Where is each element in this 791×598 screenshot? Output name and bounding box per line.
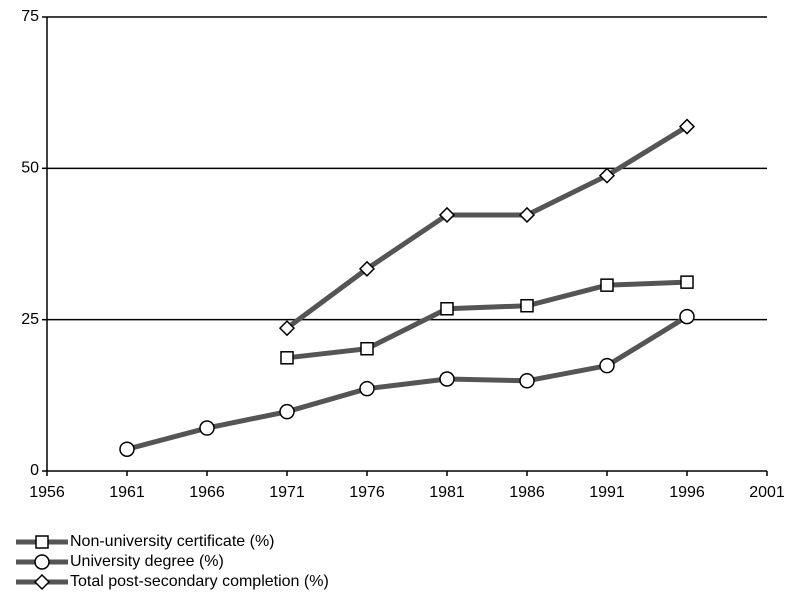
marker [518, 206, 536, 224]
marker [199, 420, 215, 436]
legend-label: Non-university certificate (%) [70, 533, 275, 550]
y-tick-label: 75 [21, 8, 39, 25]
x-tick-label: 1986 [509, 484, 545, 501]
x-tick-label: 1976 [349, 484, 385, 501]
x-tick-label: 1981 [429, 484, 465, 501]
marker [679, 308, 695, 325]
x-tick-label: 1991 [589, 484, 625, 501]
y-tick-label: 25 [21, 311, 39, 328]
marker [278, 320, 296, 337]
x-tick-label: 1961 [109, 484, 145, 501]
marker [680, 275, 694, 289]
marker [280, 351, 294, 365]
marker [598, 167, 616, 184]
x-tick-label: 2001 [749, 484, 785, 501]
x-tick-label: 1956 [29, 484, 65, 501]
marker [33, 573, 51, 591]
marker [360, 341, 374, 356]
marker [119, 441, 135, 457]
marker [599, 357, 615, 374]
marker [678, 118, 696, 135]
x-tick-label: 1971 [269, 484, 305, 501]
marker [35, 535, 49, 549]
marker [34, 554, 50, 570]
series-line [286, 279, 688, 361]
marker [600, 278, 614, 292]
y-tick-label: 0 [30, 462, 39, 479]
marker [279, 403, 295, 420]
marker [520, 298, 534, 313]
x-tick-label: 1996 [669, 484, 705, 501]
x-tick-label: 1966 [189, 484, 225, 501]
legend-label: Total post-secondary completion (%) [70, 573, 329, 590]
series-line [126, 314, 689, 452]
marker [358, 260, 376, 277]
marker [438, 206, 456, 224]
marker [359, 380, 375, 397]
marker [439, 371, 455, 387]
y-tick-label: 50 [21, 160, 39, 177]
legend-label: University degree (%) [70, 553, 224, 570]
marker [440, 302, 454, 316]
marker [519, 373, 535, 389]
series-line [285, 124, 689, 331]
